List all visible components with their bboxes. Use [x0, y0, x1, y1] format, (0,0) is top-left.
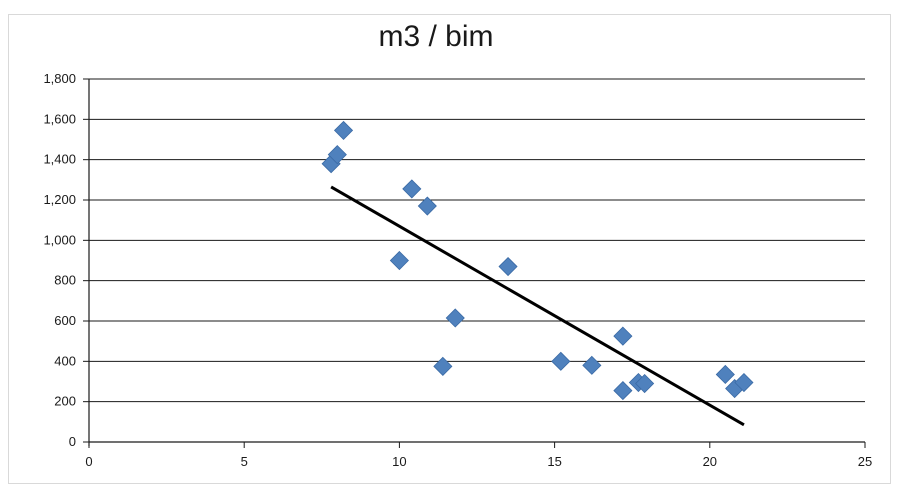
- x-tick-label: 5: [241, 454, 248, 469]
- y-axis-ticks: 0 200 400 600 800 1,000 1,200 1,400 1,600 1,800: [43, 71, 89, 449]
- x-tick-label: 25: [858, 454, 872, 469]
- y-tick-label: 0: [69, 434, 76, 449]
- data-point: [333, 120, 354, 140]
- y-tick-label: 1,200: [43, 192, 76, 207]
- data-point: [635, 373, 655, 394]
- data-point: [613, 326, 633, 346]
- x-axis-ticks: 0 5 10 15 20 25: [85, 442, 872, 469]
- data-point: [734, 372, 754, 393]
- data-point: [551, 351, 571, 371]
- y-tick-label: 200: [54, 394, 76, 409]
- data-point: [613, 381, 633, 401]
- data-point: [582, 355, 602, 375]
- gridlines: [89, 78, 865, 403]
- y-tick-label: 1,800: [43, 71, 76, 86]
- data-point: [433, 356, 453, 376]
- trendline-group: [330, 185, 745, 427]
- y-tick-label: 1,400: [43, 152, 76, 167]
- chart-title: m3 / bim: [378, 20, 493, 53]
- y-tick-label: 1,000: [43, 232, 76, 247]
- y-tick-label: 400: [54, 353, 76, 368]
- data-point: [389, 250, 409, 271]
- y-tick-label: 1,600: [43, 111, 76, 126]
- data-points: [321, 120, 754, 401]
- data-point: [417, 196, 437, 216]
- trendline: [330, 185, 745, 427]
- y-tick-label: 600: [54, 313, 76, 328]
- x-tick-label: 15: [547, 454, 561, 469]
- axes: [88, 79, 865, 446]
- data-point: [327, 145, 347, 165]
- x-tick-label: 0: [85, 454, 92, 469]
- y-tick-label: 800: [54, 273, 76, 288]
- x-tick-label: 10: [392, 454, 406, 469]
- x-tick-label: 20: [703, 454, 717, 469]
- chart-frame: m3 / bim 0 200 400 600 800 1,000 1,200 1,400 1,6…: [8, 14, 891, 484]
- scatter-chart: m3 / bim 02004006008001,0001,2001,4001,6…: [43, 20, 872, 469]
- data-point: [498, 256, 518, 277]
- data-point: [715, 364, 735, 385]
- data-point: [402, 179, 422, 199]
- data-point: [445, 308, 465, 328]
